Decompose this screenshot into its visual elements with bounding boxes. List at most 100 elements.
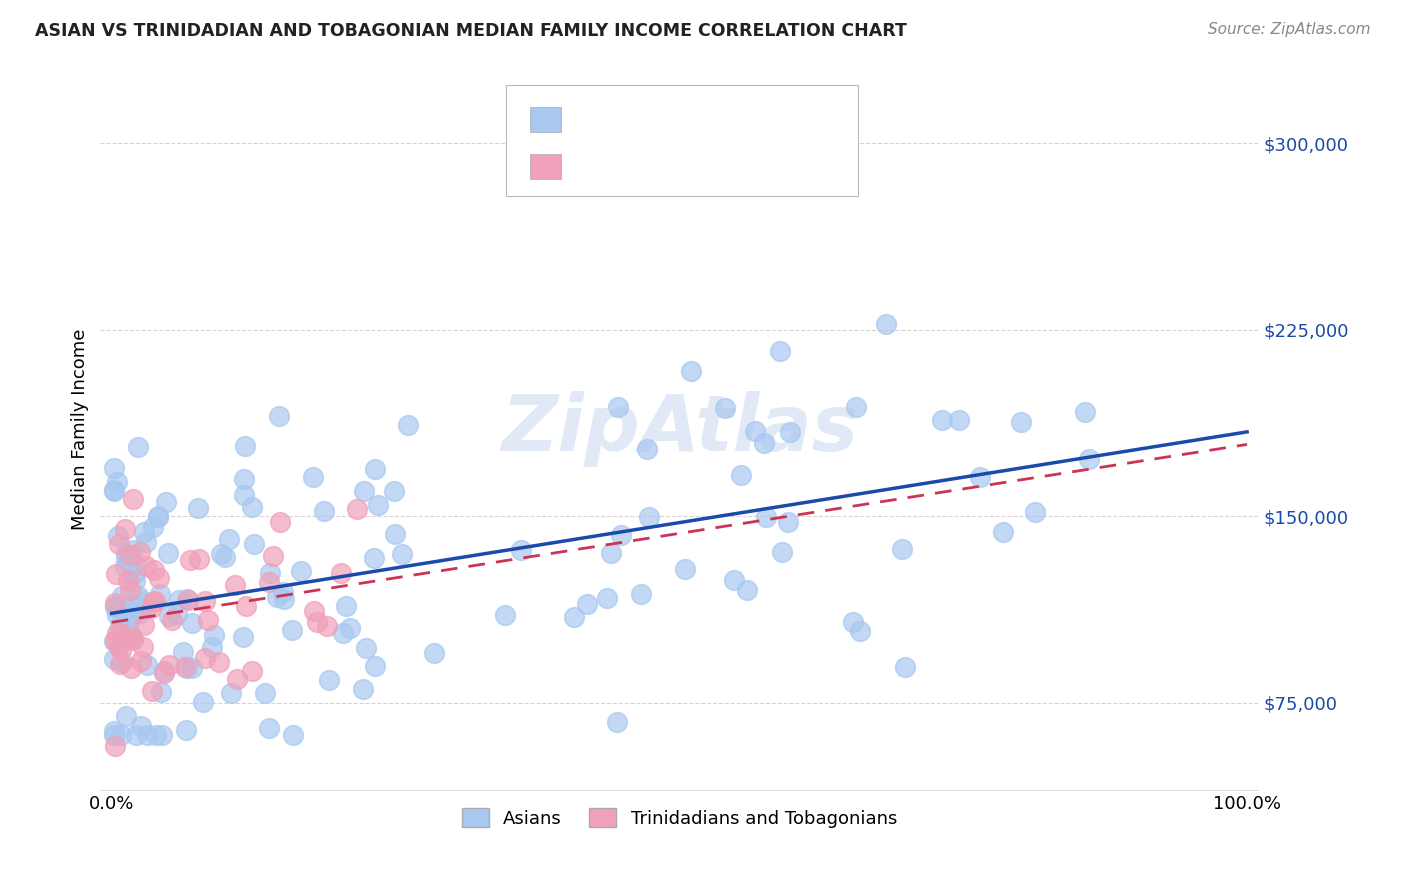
Point	[142, 564, 165, 578]
Point	[352, 682, 374, 697]
Point	[202, 628, 225, 642]
Point	[875, 317, 897, 331]
Point	[107, 529, 129, 543]
Point	[107, 637, 129, 651]
Point	[103, 652, 125, 666]
Point	[132, 640, 155, 655]
Point	[1078, 452, 1101, 467]
Point	[991, 524, 1014, 539]
Point	[132, 594, 155, 608]
Point	[948, 412, 970, 426]
Point	[103, 633, 125, 648]
Point	[396, 417, 419, 432]
Point	[105, 608, 128, 623]
Point	[111, 617, 134, 632]
Point	[120, 660, 142, 674]
Point	[124, 574, 146, 588]
Text: 0.364: 0.364	[624, 108, 681, 126]
Point	[143, 593, 166, 607]
Point	[120, 629, 142, 643]
Point	[150, 684, 173, 698]
Point	[117, 602, 139, 616]
Point	[179, 553, 201, 567]
Point	[510, 542, 533, 557]
Point	[114, 523, 136, 537]
Point	[125, 728, 148, 742]
Point	[132, 524, 155, 539]
Point	[174, 660, 197, 674]
Point	[607, 400, 630, 414]
Point	[108, 619, 131, 633]
Point	[152, 666, 174, 681]
Point	[135, 534, 157, 549]
Point	[208, 655, 231, 669]
Point	[105, 475, 128, 489]
Point	[110, 625, 132, 640]
Point	[135, 728, 157, 742]
Point	[108, 634, 131, 648]
Point	[281, 623, 304, 637]
Point	[969, 470, 991, 484]
Point	[364, 462, 387, 476]
Point	[233, 488, 256, 502]
Point	[103, 483, 125, 498]
Point	[176, 661, 198, 675]
Point	[253, 686, 276, 700]
Point	[191, 695, 214, 709]
Point	[127, 589, 149, 603]
Point	[142, 520, 165, 534]
Point	[118, 549, 141, 564]
Point	[197, 613, 219, 627]
Point	[200, 640, 222, 654]
Point	[214, 550, 236, 565]
Point	[114, 559, 136, 574]
Point	[605, 715, 627, 730]
Point	[384, 527, 406, 541]
Point	[135, 658, 157, 673]
Point	[160, 613, 183, 627]
Point	[110, 642, 132, 657]
Point	[723, 573, 745, 587]
Point	[111, 589, 134, 603]
FancyBboxPatch shape	[530, 107, 561, 132]
Point	[120, 582, 142, 597]
Point	[281, 728, 304, 742]
Point	[235, 599, 257, 613]
Point	[172, 645, 194, 659]
Point	[156, 546, 179, 560]
Point	[1010, 415, 1032, 429]
Point	[142, 595, 165, 609]
Point	[307, 615, 329, 629]
Legend: Asians, Trinidadians and Tobagonians: Asians, Trinidadians and Tobagonians	[454, 801, 904, 835]
Text: 0.090: 0.090	[624, 154, 681, 172]
Point	[129, 544, 152, 558]
Point	[271, 584, 294, 599]
Point	[329, 566, 352, 581]
Point	[104, 599, 127, 613]
Point	[145, 728, 167, 742]
Point	[218, 532, 240, 546]
Point	[242, 664, 264, 678]
Point	[134, 618, 156, 632]
Point	[575, 597, 598, 611]
Point	[115, 709, 138, 723]
Point	[332, 625, 354, 640]
Point	[157, 608, 180, 623]
Point	[273, 592, 295, 607]
Point	[391, 547, 413, 561]
Point	[117, 573, 139, 587]
Point	[382, 484, 405, 499]
Point	[128, 601, 150, 615]
Point	[290, 565, 312, 579]
Point	[367, 498, 389, 512]
Point	[778, 515, 800, 529]
Point	[269, 515, 291, 529]
Point	[225, 672, 247, 686]
Point	[166, 607, 188, 621]
Point	[209, 547, 232, 561]
Point	[242, 500, 264, 514]
Point	[318, 673, 340, 687]
Point	[124, 566, 146, 580]
Point	[121, 630, 143, 644]
Point	[104, 596, 127, 610]
